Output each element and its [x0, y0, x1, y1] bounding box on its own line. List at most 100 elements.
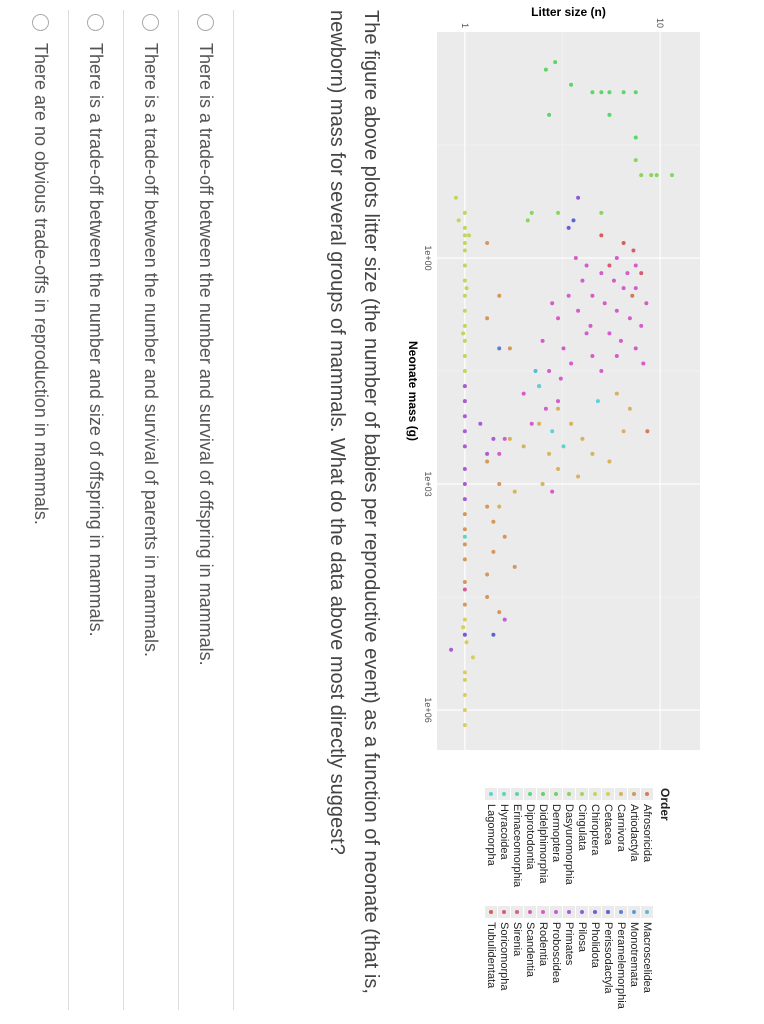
data-point: [453, 195, 458, 200]
data-point: [569, 421, 574, 426]
data-point: [464, 640, 469, 645]
legend-item: Sirenia: [511, 906, 524, 1014]
data-point: [512, 489, 517, 494]
data-point: [502, 436, 507, 441]
data-point: [547, 451, 552, 456]
radio-button[interactable]: [32, 14, 50, 31]
legend-dot-icon: [580, 792, 585, 796]
legend-label: Primates: [563, 922, 576, 966]
answer-option[interactable]: There is a trade-off between the number …: [179, 10, 234, 1010]
radio-button[interactable]: [87, 14, 105, 31]
data-point: [540, 482, 545, 487]
data-point: [491, 549, 496, 554]
data-point: [533, 369, 538, 374]
legend-label: Dasyuromorphia: [563, 804, 576, 885]
legend-dot-icon: [515, 792, 520, 796]
data-point: [590, 90, 595, 95]
legend-item: Soricomorpha: [498, 906, 511, 1014]
legend-dot-icon: [580, 910, 585, 914]
data-point: [547, 369, 552, 374]
legend: Order Afrosoricida Artiodactyla Carnivora C…: [485, 788, 672, 1018]
legend-label: Pholidota: [589, 922, 602, 968]
data-point: [462, 579, 467, 584]
data-point: [561, 444, 566, 449]
data-point: [491, 436, 496, 441]
legend-key: [628, 906, 641, 918]
legend-label: Didelphimorphia: [537, 804, 550, 884]
data-point: [521, 391, 526, 396]
radio-button[interactable]: [197, 14, 215, 31]
legend-item: Scandentia: [524, 906, 537, 1014]
answer-option[interactable]: There is a trade-off between the number …: [124, 10, 179, 1010]
data-point: [561, 346, 566, 351]
radio-button[interactable]: [142, 14, 160, 31]
data-point: [556, 399, 561, 404]
legend-label: Chiroptera: [589, 804, 602, 856]
data-point: [631, 248, 636, 253]
legend-item: Dasyuromorphia: [563, 788, 576, 896]
legend-item: Afrosoricida: [641, 788, 654, 896]
data-point: [462, 353, 467, 358]
data-point: [550, 489, 555, 494]
data-point: [621, 429, 626, 434]
data-point: [669, 173, 674, 178]
data-point: [584, 263, 589, 268]
data-point: [497, 293, 502, 298]
data-point: [466, 233, 471, 238]
answer-option[interactable]: There are no obvious trade-offs in repro…: [14, 10, 69, 1010]
data-point: [599, 90, 604, 95]
data-point: [607, 90, 612, 95]
data-point: [462, 414, 467, 419]
y-tick-label: 10: [655, 18, 665, 28]
legend-key: [498, 788, 511, 800]
option-label: There is a trade-off between the number …: [86, 43, 107, 637]
data-point: [611, 278, 616, 283]
plot-panel: [437, 32, 700, 750]
legend-item: Pholidota: [589, 906, 602, 1014]
data-point: [529, 210, 534, 215]
data-point: [478, 421, 483, 426]
legend-key: [615, 906, 628, 918]
data-point: [649, 173, 654, 178]
data-point: [639, 271, 644, 276]
data-point: [507, 346, 512, 351]
legend-key: [485, 906, 498, 918]
data-point: [491, 519, 496, 524]
legend-label: Sirenia: [511, 922, 524, 957]
legend-item: Macroscelidea: [641, 906, 654, 1014]
legend-key: [524, 788, 537, 800]
legend-key: [485, 788, 498, 800]
data-point: [590, 353, 595, 358]
legend-key: [511, 788, 524, 800]
legend-key: [602, 906, 615, 918]
data-point: [462, 233, 467, 238]
data-point: [614, 256, 619, 261]
data-point: [462, 225, 467, 230]
answer-option[interactable]: There is a trade-off between the number …: [69, 10, 124, 1010]
data-point: [633, 286, 638, 291]
data-point: [497, 504, 502, 509]
data-point: [462, 399, 467, 404]
data-point: [540, 338, 545, 343]
data-point: [576, 308, 581, 313]
legend-dot-icon: [619, 910, 624, 914]
legend-item: Lagomorpha: [485, 788, 498, 896]
data-point: [614, 308, 619, 313]
data-point: [462, 723, 467, 728]
legend-item: Erinaceomorphia: [511, 788, 524, 896]
legend-label: Lagomorpha: [485, 804, 498, 866]
legend-item: Didelphimorphia: [537, 788, 550, 896]
data-point: [497, 346, 502, 351]
data-point: [462, 677, 467, 682]
data-point: [556, 406, 561, 411]
legend-dot-icon: [606, 910, 611, 914]
legend-label: Cetacea: [602, 804, 615, 845]
data-point: [633, 158, 638, 163]
legend-item: Hyracoidea: [498, 788, 511, 896]
x-tick-label: 1e+00: [423, 245, 433, 270]
data-point: [633, 135, 638, 140]
data-point: [462, 542, 467, 547]
data-point: [654, 173, 659, 178]
legend-item: Perissodactyla: [602, 906, 615, 1014]
data-point: [614, 391, 619, 396]
